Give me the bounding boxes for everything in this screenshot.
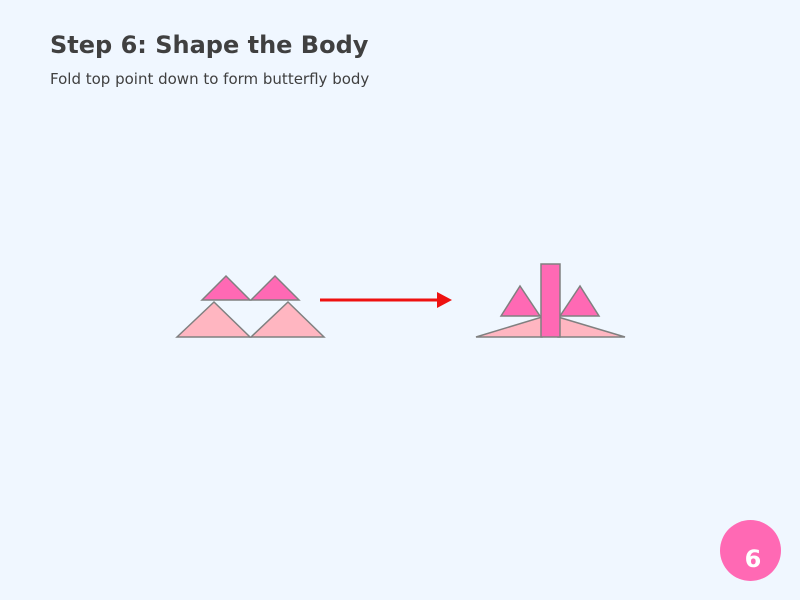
right-upper-triangle: [249, 274, 301, 301]
fold-arrow: [320, 292, 452, 308]
left-lower-wing: [475, 315, 543, 338]
butterfly-body: [540, 263, 561, 338]
arrow-head: [437, 292, 452, 308]
left-lower-triangle: [175, 300, 252, 338]
left-upper-triangle: [200, 274, 252, 301]
right-lower-wing: [557, 315, 626, 338]
right-upper-wing: [558, 284, 601, 317]
before-fold-shape: [175, 274, 326, 338]
step-number: 6: [744, 545, 762, 573]
right-lower-triangle: [249, 300, 326, 338]
after-fold-shape: [475, 263, 626, 338]
step-instruction: Fold top point down to form butterfly bo…: [50, 70, 370, 88]
step-number-badge: 6: [720, 520, 781, 581]
left-upper-wing: [499, 284, 542, 317]
page-title: Step 6: Shape the Body: [50, 31, 369, 59]
